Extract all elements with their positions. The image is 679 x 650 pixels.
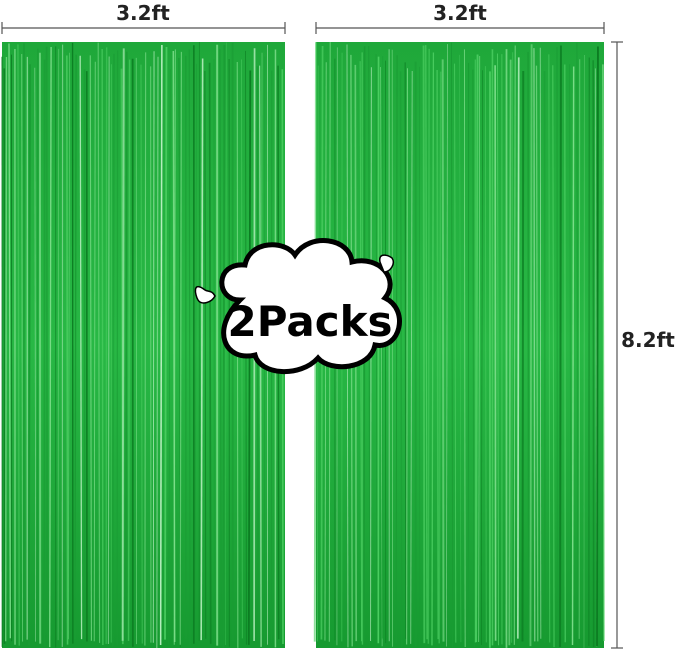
fringe-strand [472,69,476,648]
fringe-strand [57,48,60,641]
fringe-strand [107,56,110,644]
fringe-strand [478,55,481,643]
fringe-strand [556,47,559,648]
fringe-strand [200,58,204,641]
fringe-strand [89,55,92,641]
fringe-strand [539,47,542,639]
fringe-strand [475,54,479,643]
badge-text: 2Packs [227,297,392,346]
fringe-strand [21,54,23,642]
fringe-strand [459,54,462,643]
fringe-strand [497,53,499,646]
fringe-strand [436,70,440,640]
fringe-strand [111,53,115,647]
fringe-strand [508,59,512,646]
fringe-strand [399,71,403,647]
fringe-strand [124,51,128,639]
fringe-strand [97,42,101,643]
fringe-strand [569,64,572,647]
fringe-strand [602,64,605,642]
fringe-strand [578,59,581,639]
fringe-strand [45,46,49,642]
fringe-strand [548,54,551,643]
fringe-strand [93,61,96,642]
fringe-strand [34,67,36,642]
fringe-strand [484,66,487,643]
fringe-strand [159,44,163,645]
fringe-strand [422,45,426,644]
fringe-strand [28,64,31,646]
fringe-strand [513,45,516,645]
dimension-lines [1,22,623,649]
fringe-strand [208,62,212,644]
fringe-strand [446,44,448,647]
fringe-strand [535,65,539,642]
fringe-strand [152,51,155,643]
fringe-strand [168,69,171,645]
fringe-strand [559,45,562,647]
fringe-strand [529,44,533,647]
width-label: 3.2ft [433,1,487,25]
fringe-strand [101,48,104,645]
fringe-strand [4,56,8,642]
fringe-strand [533,48,536,642]
fringe-strand [219,49,222,646]
fringe-strand [552,65,555,648]
fringe-strand [74,54,77,640]
fringe-strand [511,52,514,643]
fringe-strand [79,55,83,640]
fringe-strand [410,70,413,644]
fringe-strand [127,59,131,641]
fringe-strand [68,52,70,640]
fringe-strand [406,68,409,645]
fringe-strand [431,52,435,646]
fringe-strand [596,46,599,647]
fringe-strand [517,57,520,639]
fringe-strand [481,70,483,646]
fringe-strand [404,62,407,639]
height-label: 8.2ft [621,328,675,352]
fringe-strand [571,66,575,645]
fringe-strand [463,49,466,647]
fringe-strand [121,48,125,641]
fringe-strand [576,42,579,645]
width-label: 3.2ft [116,1,170,25]
badge-cloud: 2Packs [194,238,402,374]
fringe-strand [164,47,168,640]
fringe-strand [188,49,191,646]
fringe-strand [441,59,445,642]
fringe-strand [8,43,11,639]
fringe-strand [156,56,159,648]
fringe-strand [179,51,182,645]
fringe-strand [173,49,176,645]
fringe-strand [451,42,454,648]
fringe-strand [140,64,143,644]
fringe-strand [222,44,226,648]
fringe-strand [425,45,428,640]
fringe-strand [204,70,207,639]
fringe-strand [375,54,378,644]
fringe-strand [427,48,430,644]
fringe-strand [66,55,69,645]
fringe-strand [454,63,457,643]
fringe-strand [438,71,442,644]
fringe-strand [527,51,530,643]
fringe-strand [144,52,147,646]
fringe-strand [17,44,20,646]
fringe-strand [194,63,197,644]
fringe-strand [395,55,398,644]
fringe-strand [521,71,525,642]
fringe-strand [49,47,52,648]
